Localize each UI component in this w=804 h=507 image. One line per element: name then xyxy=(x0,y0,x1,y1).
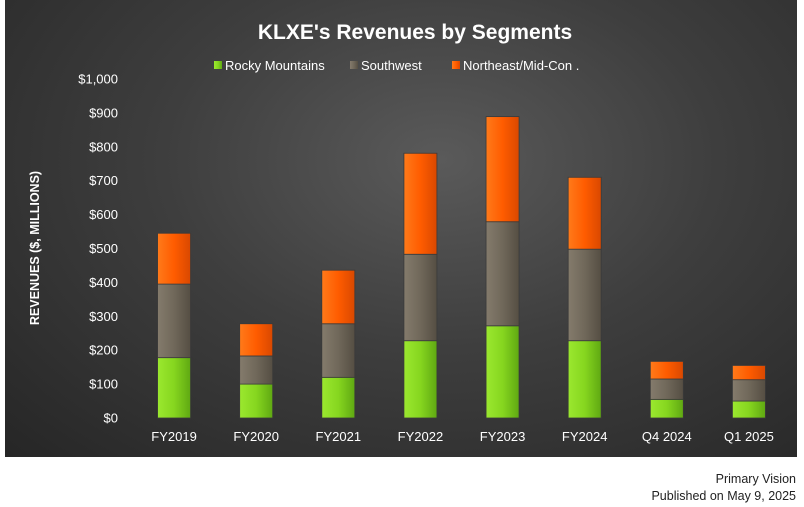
bar-segment-northeast-mid-con xyxy=(567,176,602,250)
bar-segment-northeast-mid-con xyxy=(239,323,274,357)
chart-panel: KLXE's Revenues by Segments Rocky Mounta… xyxy=(5,0,797,457)
x-tick-label: FY2019 xyxy=(151,429,197,444)
source-credit: Primary Vision xyxy=(715,472,796,486)
chart-title: KLXE's Revenues by Segments xyxy=(258,21,572,44)
bar-segment-southwest xyxy=(567,248,602,342)
bar-segment-southwest xyxy=(403,253,438,342)
y-axis-title: REVENUES ($, MILLIONS) xyxy=(28,171,42,325)
bar-segment-northeast-mid-con xyxy=(732,365,766,381)
bar-segment-northeast-mid-con xyxy=(485,116,520,223)
bar-segment-southwest xyxy=(485,221,520,327)
legend-label: Southwest xyxy=(361,58,422,73)
bar-chart: KLXE's Revenues by Segments Rocky Mounta… xyxy=(28,21,774,444)
legend-swatch xyxy=(452,61,460,69)
x-tick-label: FY2022 xyxy=(398,429,444,444)
published-date: Published on May 9, 2025 xyxy=(651,489,796,503)
bar-segment-northeast-mid-con xyxy=(157,232,191,285)
y-tick-label: $100 xyxy=(89,377,118,392)
bars xyxy=(157,116,766,419)
x-tick-label: FY2021 xyxy=(316,429,362,444)
bar-segment-northeast-mid-con xyxy=(321,269,356,325)
legend-label: Northeast/Mid-Con . xyxy=(463,58,579,73)
y-axis-ticks: $0 $100 $200 $300 $400 $500 $600 $700 $800 $900 $1… xyxy=(78,72,118,426)
x-axis-ticks: FY2019 FY2020 FY2021 FY2022 FY2023 FY2024 Q4 2… xyxy=(151,429,774,444)
y-tick-label: $0 xyxy=(104,411,118,426)
x-tick-label: FY2024 xyxy=(562,429,608,444)
legend-label: Rocky Mountains xyxy=(225,58,325,73)
bar-segment-southwest xyxy=(239,355,274,385)
legend-swatch xyxy=(214,61,222,69)
y-tick-label: $700 xyxy=(89,173,118,188)
y-tick-label: $300 xyxy=(89,309,118,324)
x-tick-label: FY2020 xyxy=(233,429,279,444)
y-tick-label: $200 xyxy=(89,343,118,358)
y-tick-label: $1,000 xyxy=(78,72,118,87)
bar-segment-rocky-mountains xyxy=(321,376,356,419)
y-tick-label: $500 xyxy=(89,241,118,256)
bar-segment-rocky-mountains xyxy=(649,398,684,419)
x-tick-label: Q4 2024 xyxy=(642,429,692,444)
legend-swatch xyxy=(350,61,358,69)
x-tick-label: FY2023 xyxy=(480,429,526,444)
bar-segment-northeast-mid-con xyxy=(403,152,438,255)
bar-segment-northeast-mid-con xyxy=(649,360,684,380)
bar-segment-southwest xyxy=(321,323,356,378)
legend: Rocky Mountains Southwest Northeast/Mid-Co… xyxy=(214,58,579,73)
bar-segment-rocky-mountains xyxy=(567,340,602,419)
x-tick-label: Q1 2025 xyxy=(724,429,774,444)
bar-segment-rocky-mountains xyxy=(485,325,520,419)
bar-segment-rocky-mountains xyxy=(239,383,274,419)
y-tick-label: $400 xyxy=(89,275,118,290)
y-tick-label: $900 xyxy=(89,105,118,120)
y-tick-label: $600 xyxy=(89,207,118,222)
bar-segment-rocky-mountains xyxy=(732,400,766,419)
y-tick-label: $800 xyxy=(89,139,118,154)
bar-segment-southwest xyxy=(732,379,766,402)
bar-segment-rocky-mountains xyxy=(157,357,191,419)
bar-segment-rocky-mountains xyxy=(403,340,438,419)
bar-segment-southwest xyxy=(649,378,684,400)
bar-segment-southwest xyxy=(157,283,191,359)
